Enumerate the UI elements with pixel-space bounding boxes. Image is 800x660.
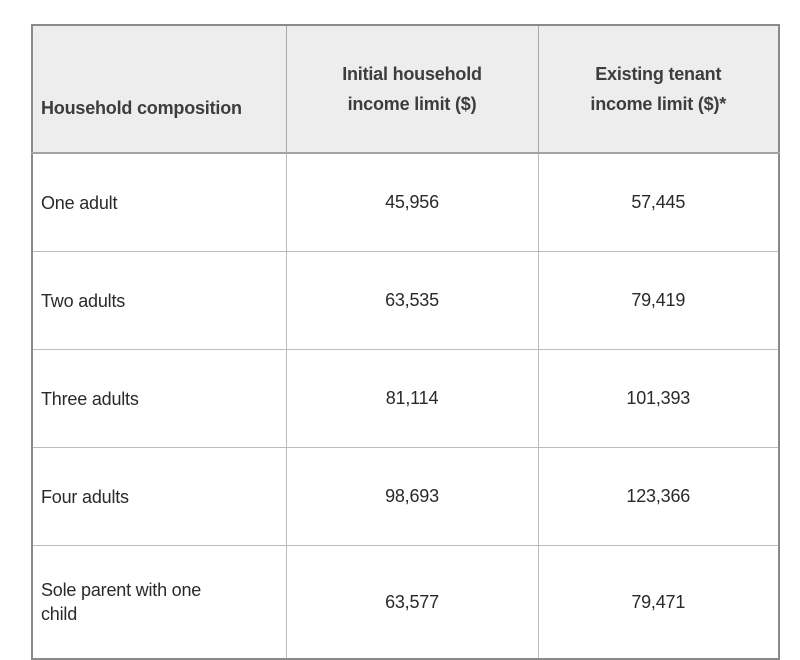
table-row-sole-parent-one-child: Sole parent with one child 63,577 79,471 <box>31 545 780 660</box>
row-label-text: Sole parent with one child <box>41 580 202 624</box>
row-label-text: Four adults <box>41 486 129 507</box>
initial-limit-value: 63,577 <box>285 545 539 660</box>
row-label: Three adults <box>31 349 287 448</box>
table-header-row: Household composition Initial household … <box>31 24 780 154</box>
row-label-text: Three adults <box>41 388 139 409</box>
existing-limit-value: 79,419 <box>537 251 780 350</box>
row-label-text: Two adults <box>41 290 126 311</box>
existing-limit-value: 123,366 <box>537 447 780 546</box>
initial-limit-value: 98,693 <box>285 447 539 546</box>
header-existing-income-limit: Existing tenant income limit ($)* <box>537 24 780 154</box>
table-row-three-adults: Three adults 81,114 101,393 <box>31 349 780 448</box>
initial-limit-value: 63,535 <box>285 251 539 350</box>
initial-limit-value: 81,114 <box>285 349 539 448</box>
row-label: Four adults <box>31 447 287 546</box>
income-limits-table: Household composition Initial household … <box>31 24 780 660</box>
existing-limit-value: 101,393 <box>537 349 780 448</box>
row-label: One adult <box>31 152 287 252</box>
header-existing-income-limit-line1: Existing tenant <box>595 64 722 84</box>
header-household-composition: Household composition <box>31 24 287 154</box>
header-initial-income-limit: Initial household income limit ($) <box>285 24 539 154</box>
initial-limit-value: 45,956 <box>285 152 539 252</box>
table-row-two-adults: Two adults 63,535 79,419 <box>31 251 780 350</box>
header-household-composition-label: Household composition <box>41 98 242 118</box>
row-label: Sole parent with one child <box>31 545 287 660</box>
header-initial-income-limit-line1: Initial household <box>342 64 482 84</box>
row-label: Two adults <box>31 251 287 350</box>
existing-limit-value: 79,471 <box>537 545 780 660</box>
header-existing-income-limit-line2: income limit ($)* <box>590 94 727 114</box>
header-initial-income-limit-line2: income limit ($) <box>347 94 477 114</box>
table-row-four-adults: Four adults 98,693 123,366 <box>31 447 780 546</box>
table-row-one-adult: One adult 45,956 57,445 <box>31 152 780 252</box>
row-label-text: One adult <box>41 192 118 213</box>
existing-limit-value: 57,445 <box>537 152 780 252</box>
